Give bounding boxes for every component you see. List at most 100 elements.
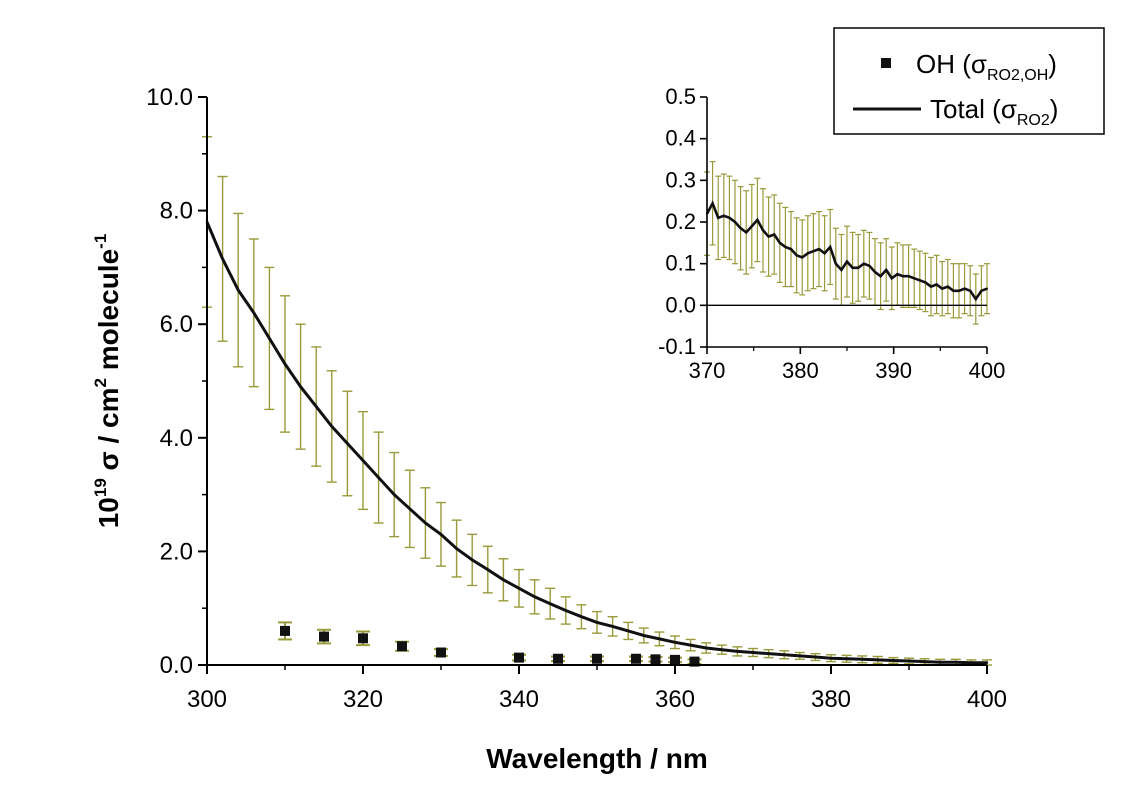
total-data-point <box>798 654 801 658</box>
y-title-exponent: -1 <box>91 234 110 249</box>
inset-data-point <box>952 289 955 292</box>
total-data-point <box>533 595 536 599</box>
oh-data-point <box>358 633 368 644</box>
total-data-point <box>673 641 677 644</box>
inset-data-point <box>840 268 843 271</box>
inset-data-point <box>846 260 848 263</box>
inset-data-point <box>958 289 960 292</box>
inset-data-point <box>829 246 832 248</box>
total-data-point <box>299 385 302 388</box>
inset-axes: 370 380 390 400 -0.1 0.0 0.1 0.2 0.3 0.4 0.5 <box>658 84 1005 383</box>
total-data-point <box>736 650 739 653</box>
oh-data-point <box>280 625 290 636</box>
inset-data-point <box>879 275 882 278</box>
total-data-point <box>564 609 567 612</box>
inset-data-point <box>896 273 899 276</box>
total-data-point <box>315 405 318 408</box>
total-data-point <box>580 615 583 618</box>
inset-data-point <box>874 271 876 273</box>
oh-data-point <box>670 654 680 665</box>
total-data-point <box>393 493 396 496</box>
total-data-point <box>346 442 349 445</box>
inset-x-tick-label: 400 <box>969 358 1006 383</box>
legend-oh-symbol <box>881 58 891 68</box>
inset-data-point <box>980 289 983 292</box>
inset-data-point <box>969 289 972 292</box>
total-data-point <box>907 659 911 663</box>
inset-data-point <box>801 256 804 259</box>
inset-y-tick-label: 0.1 <box>665 251 696 276</box>
inset-y-tick-label: 0.2 <box>665 209 696 234</box>
inset-data-point <box>941 287 944 290</box>
total-data-point <box>252 311 255 315</box>
x-tick-label: 320 <box>343 686 383 713</box>
inset-x-tick-label: 380 <box>782 358 819 383</box>
legend-oh-sigma: σ <box>971 49 987 79</box>
total-data-point <box>954 660 957 664</box>
inset-data-point <box>902 275 904 278</box>
legend-total-close: ) <box>1050 94 1059 124</box>
legend-oh-name: OH ( <box>916 49 971 79</box>
inset-data-point <box>778 241 781 244</box>
total-data-point <box>970 661 973 664</box>
y-title-tail: molecule <box>93 249 124 378</box>
total-data-point <box>705 646 708 650</box>
legend-box <box>833 27 1105 135</box>
total-data-point <box>268 337 271 340</box>
y-title-mid: σ / cm <box>93 387 124 478</box>
y-title-exponent: 2 <box>91 378 110 387</box>
inset-data-point <box>930 285 932 288</box>
total-data-point <box>424 521 427 525</box>
inset-data-point <box>734 221 736 223</box>
inset-data-point <box>818 248 820 251</box>
inset-y-tick-label: 0.4 <box>665 126 696 151</box>
x-tick-label: 340 <box>499 686 539 713</box>
total-data-point <box>221 257 224 261</box>
total-data-point <box>627 629 630 633</box>
y-tick-label: 0.0 <box>160 652 193 679</box>
oh-data-point <box>436 647 446 658</box>
inset-data-point <box>773 233 776 236</box>
legend-total-subscript: RO2 <box>1017 112 1050 129</box>
inset-data-point <box>756 218 759 221</box>
inset-data-point <box>885 268 888 271</box>
inset-data-point <box>722 214 725 217</box>
legend-total-sigma: σ <box>1001 94 1017 124</box>
total-data-point <box>642 634 645 637</box>
oh-data-point <box>397 641 407 652</box>
total-data-point <box>829 656 833 660</box>
oh-data-point <box>689 656 700 667</box>
total-data-point <box>330 425 333 428</box>
total-data-point <box>767 652 770 655</box>
total-data-point <box>689 643 692 647</box>
inset-total-line-group <box>705 200 988 306</box>
inset-data-point <box>913 277 916 280</box>
total-data-point <box>408 507 411 510</box>
inset-data-point <box>834 262 837 265</box>
inset-data-point <box>907 275 910 278</box>
y-tick-label: 4.0 <box>160 425 193 452</box>
y-axis-title: 1019 σ / cm2 molecule-1 <box>91 234 124 529</box>
y-title-exponent: 19 <box>91 478 110 497</box>
inset-data-point <box>784 246 787 248</box>
total-data-point <box>486 568 489 571</box>
oh-data-point <box>514 652 524 663</box>
inset-data-point <box>890 277 893 280</box>
total-data-point <box>517 587 521 590</box>
inset-data-point <box>762 229 764 232</box>
inset-data-point <box>812 250 815 253</box>
main-total-line-group <box>205 220 989 665</box>
inset-data-point <box>857 266 860 269</box>
legend-oh-label: OH (σRO2,OH) <box>916 49 1057 84</box>
y-tick-label: 8.0 <box>160 198 193 225</box>
y-tick-label: 2.0 <box>160 538 193 565</box>
total-data-point <box>658 637 661 641</box>
total-data-point <box>751 651 755 654</box>
total-data-point <box>502 578 505 581</box>
inset-data-point <box>935 283 938 286</box>
total-data-point <box>923 660 926 663</box>
oh-data-point <box>553 653 563 664</box>
legend-total-name: Total ( <box>930 94 1001 124</box>
inset-x-tick-label: 390 <box>875 358 912 383</box>
